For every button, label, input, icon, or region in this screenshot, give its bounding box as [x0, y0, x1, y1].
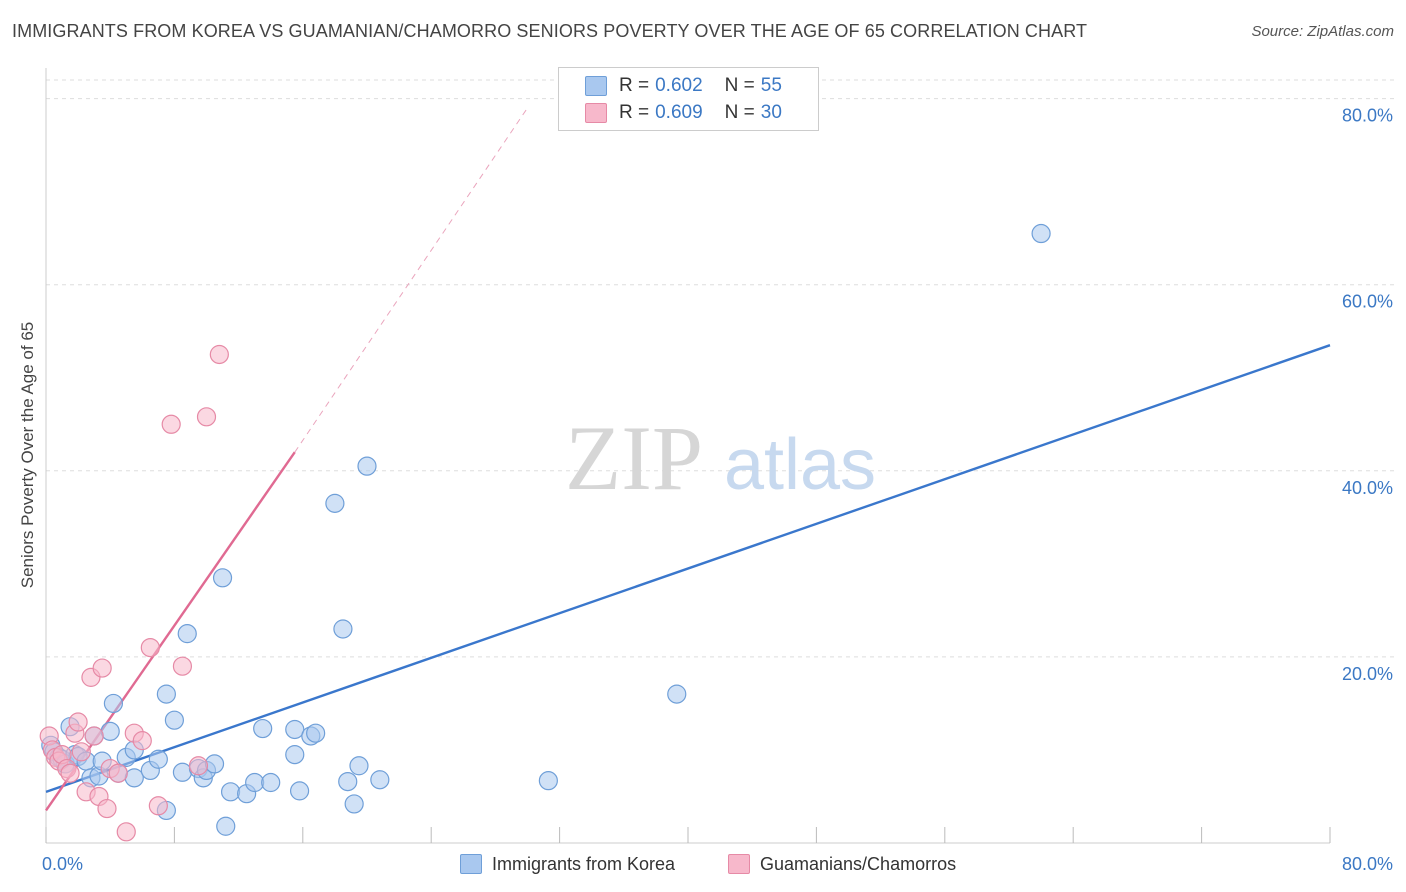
- watermark-atlas: atlas: [724, 425, 876, 505]
- point-guam: [116, 822, 136, 842]
- point-korea: [100, 721, 120, 741]
- bottom-legend-guam: Guamanians/Chamorros: [728, 852, 956, 876]
- r-value-guam: 0.609: [655, 102, 703, 123]
- point-korea: [667, 684, 687, 704]
- y-tick-label: 80.0%: [1342, 106, 1393, 126]
- point-korea: [156, 684, 176, 704]
- point-korea: [285, 745, 305, 765]
- y-tick-label: 40.0%: [1342, 478, 1393, 498]
- bottom-legend-swatch-korea: [460, 854, 482, 874]
- point-guam: [97, 798, 117, 819]
- watermark: ZIP atlas: [565, 407, 876, 509]
- point-korea: [289, 781, 310, 801]
- point-korea: [344, 794, 364, 814]
- point-korea: [124, 768, 144, 788]
- point-guam: [148, 796, 168, 816]
- point-korea: [357, 456, 377, 476]
- data-points: [39, 223, 1051, 842]
- watermark-zip: ZIP: [565, 407, 703, 509]
- point-guam: [92, 658, 112, 678]
- point-guam: [68, 712, 88, 732]
- bottom-legend-label-korea: Immigrants from Korea: [492, 853, 676, 874]
- r-value-korea: 0.602: [655, 75, 703, 96]
- legend-swatch-korea: [585, 76, 607, 96]
- point-guam: [172, 656, 193, 676]
- point-korea: [325, 493, 345, 513]
- y-tick-label: 60.0%: [1342, 292, 1393, 312]
- bottom-legend-korea: Immigrants from Korea: [460, 852, 675, 876]
- point-korea: [177, 624, 197, 644]
- point-korea: [349, 756, 369, 776]
- point-korea: [261, 772, 281, 793]
- point-guam: [132, 731, 152, 751]
- point-guam: [108, 763, 128, 783]
- point-guam: [60, 763, 80, 783]
- legend-row-guam: R = 0.609 N = 30: [585, 101, 782, 125]
- tick-labels: 20.0% 40.0% 60.0% 80.0% 0.0% 80.0%: [42, 106, 1393, 874]
- point-korea: [220, 782, 241, 802]
- n-value-guam: 30: [760, 102, 782, 123]
- point-guam: [71, 742, 91, 762]
- point-korea: [172, 762, 193, 782]
- point-guam: [209, 344, 229, 365]
- bottom-legend-swatch-guam: [728, 854, 750, 874]
- x-tick-label-max: 80.0%: [1342, 854, 1393, 874]
- point-korea: [216, 816, 236, 836]
- source-label: Source: ZipAtlas.com: [1251, 23, 1394, 40]
- r-label: R =: [619, 102, 650, 123]
- point-guam: [84, 726, 104, 746]
- point-korea: [148, 749, 168, 769]
- point-korea: [333, 619, 353, 639]
- point-korea: [164, 710, 184, 730]
- x-tick-label-min: 0.0%: [42, 854, 83, 874]
- point-korea: [1031, 223, 1051, 244]
- chart-title: IMMIGRANTS FROM KOREA VS GUAMANIAN/CHAMO…: [12, 21, 1088, 41]
- correlation-legend: R = 0.602 N = 55 R = 0.609 N = 30: [558, 67, 819, 131]
- grid-lines: [46, 79, 1395, 658]
- n-label: N =: [724, 102, 755, 123]
- point-guam: [161, 414, 181, 434]
- bottom-legend-label-guam: Guamanians/Chamorros: [760, 853, 957, 874]
- trend-line-korea: [45, 344, 1331, 793]
- trend-line-guam: [294, 107, 528, 453]
- point-korea: [103, 693, 124, 714]
- point-korea: [285, 719, 305, 740]
- n-value-korea: 55: [760, 75, 782, 96]
- point-guam: [196, 407, 217, 427]
- point-korea: [204, 754, 225, 774]
- point-korea: [253, 718, 273, 739]
- point-korea: [212, 568, 233, 588]
- point-korea: [538, 771, 558, 791]
- point-korea: [306, 723, 326, 743]
- point-korea: [245, 772, 265, 793]
- point-guam: [188, 756, 209, 776]
- point-guam: [140, 637, 160, 658]
- point-korea: [338, 771, 358, 792]
- y-tick-label: 20.0%: [1342, 664, 1393, 684]
- legend-row-korea: R = 0.602 N = 55: [585, 74, 782, 98]
- n-label: N =: [724, 75, 755, 96]
- point-korea: [370, 770, 390, 790]
- axes: [45, 68, 1331, 844]
- r-label: R =: [619, 75, 650, 96]
- legend-swatch-guam: [585, 103, 607, 123]
